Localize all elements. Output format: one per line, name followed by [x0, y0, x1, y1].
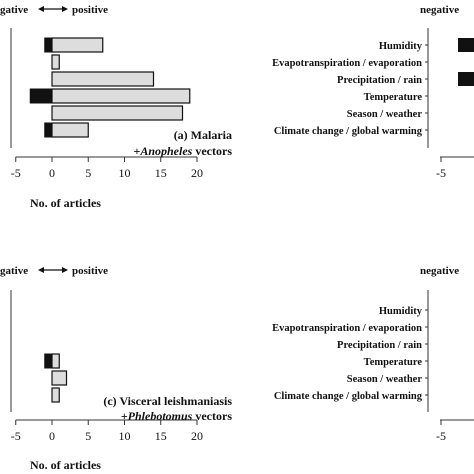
category-label: Precipitation / rain: [337, 75, 422, 86]
header-top-left-negative: gative: [0, 4, 28, 16]
bar-negative: [29, 88, 53, 104]
x-tick-label: -5: [436, 429, 446, 443]
x-tick-label: 10: [119, 166, 131, 180]
panel-title: (c) Visceral leishmaniasis: [103, 394, 232, 408]
header-bottom-left-positive: positive: [72, 265, 108, 277]
category-label: Evapotranspiration / evaporation: [272, 58, 422, 69]
x-tick-label: -5: [436, 166, 446, 180]
x-tick-label: 5: [85, 166, 91, 180]
bar-positive: [51, 105, 184, 121]
chart-panel-1: -5 0 5 10 15 20 (c) Visceral leishmaniasis+Phl…: [10, 290, 233, 472]
x-tick-label: 20: [191, 166, 203, 180]
bar-positive: [51, 353, 60, 369]
x-tick-label: 10: [119, 429, 131, 443]
subtitle-prefix: +: [133, 144, 140, 158]
x-axis-label: No. of articles: [30, 458, 101, 472]
category-label: Temperature: [364, 92, 423, 103]
x-tick-label: 0: [49, 429, 55, 443]
subtitle-suffix: vectors: [192, 409, 232, 423]
x-tick-label: -5: [11, 166, 21, 180]
header-top-left-positive: positive: [72, 4, 108, 16]
subtitle-suffix: vectors: [192, 144, 232, 158]
bar-positive: [51, 54, 60, 70]
panel-title: (a) Malaria: [174, 128, 232, 142]
double-arrow-icon: [38, 6, 68, 12]
bar-positive: [51, 387, 60, 403]
bar-positive: [51, 71, 155, 87]
category-label: Season / weather: [347, 374, 423, 385]
x-tick-label: 15: [155, 429, 167, 443]
category-label: Season / weather: [347, 109, 423, 120]
subtitle-prefix: +: [121, 409, 128, 423]
header-top-right-negative: negative: [420, 4, 459, 16]
x-tick-label: 20: [191, 429, 203, 443]
chart-panel-3: Humidity Evapotranspiration / evaporation…: [272, 290, 474, 443]
category-label: Climate change / global warming: [274, 391, 423, 402]
subtitle-vector-genus: Anopheles: [139, 144, 192, 158]
category-label: Precipitation / rain: [337, 340, 422, 351]
x-tick-label: 15: [155, 166, 167, 180]
panel-subtitle: +Anopheles vectors: [133, 144, 232, 158]
category-label: Humidity: [379, 41, 423, 52]
chart-panel-0: -5 0 5 10 15 20 (a) Malaria +Anopheles vectors N…: [10, 28, 232, 210]
bar-positive: [51, 122, 89, 138]
bar-negative: [458, 38, 474, 52]
header-bottom-right-negative: negative: [420, 265, 459, 277]
bar-negative: [44, 122, 53, 138]
bar-positive: [51, 37, 104, 53]
x-axis-label: No. of articles: [30, 196, 101, 210]
category-label: Temperature: [364, 357, 423, 368]
bar-negative: [458, 72, 474, 86]
category-label: Evapotranspiration / evaporation: [272, 323, 422, 334]
x-tick-label: 0: [49, 166, 55, 180]
header-bottom-left-negative: gative: [0, 265, 28, 277]
bar-negative: [44, 353, 53, 369]
bar-positive: [51, 370, 68, 386]
category-label: Humidity: [379, 306, 423, 317]
x-tick-label: 5: [85, 429, 91, 443]
bar-negative: [44, 37, 53, 53]
panel-subtitle: +Phlebotomus vectors: [121, 409, 233, 423]
bar-positive: [51, 88, 191, 104]
x-tick-label: -5: [11, 429, 21, 443]
category-label: Climate change / global warming: [274, 126, 423, 137]
subtitle-vector-genus: Phlebotomus: [128, 409, 193, 423]
chart-panel-2: Humidity Evapotranspiration / evaporation…: [272, 28, 474, 180]
double-arrow-icon: [38, 267, 68, 273]
